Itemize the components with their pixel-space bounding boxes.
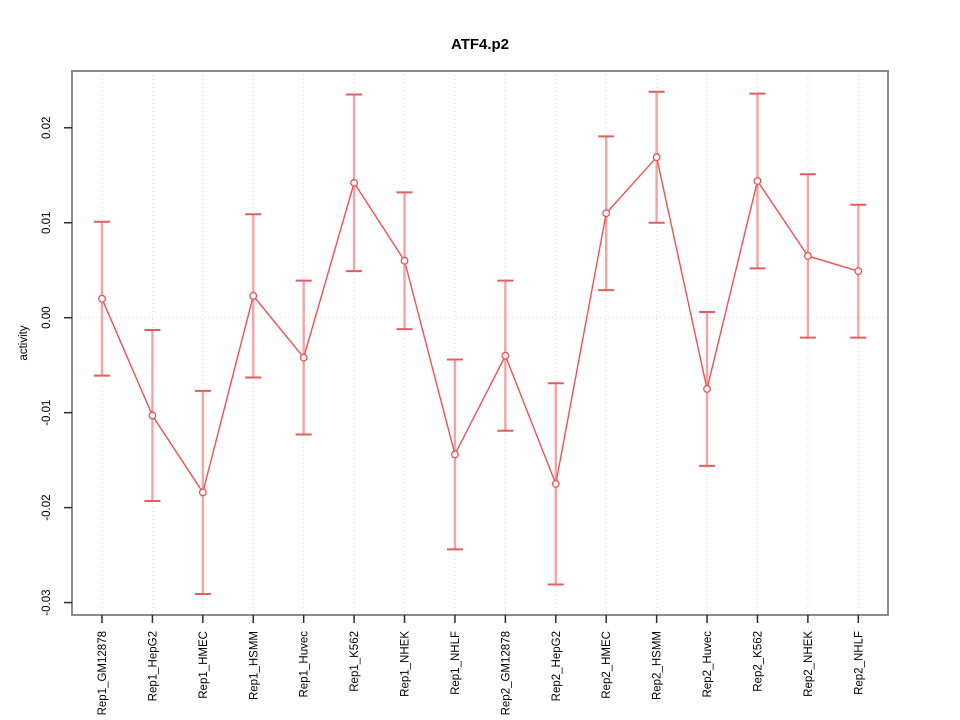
data-point <box>602 209 611 218</box>
x-tick-label: Rep2_GM12878 <box>500 631 512 715</box>
x-tick-label: Rep1_HMEC <box>198 631 210 699</box>
data-point <box>198 488 207 497</box>
data-point <box>703 384 711 393</box>
y-tick-label: 0.00 <box>41 307 53 329</box>
data-point <box>753 177 762 185</box>
data-point <box>148 411 157 420</box>
x-tick-label: Rep1_Huvec <box>299 631 311 698</box>
x-tick-label: Rep2_K562 <box>752 631 764 692</box>
x-tick-label: Rep1_K562 <box>349 631 361 692</box>
y-axis-label: activity <box>18 325 30 360</box>
y-tick-label: -0.01 <box>41 400 53 426</box>
data-point <box>551 479 560 488</box>
y-tick-label: -0.03 <box>41 589 53 615</box>
x-tick-label: Rep2_HSMM <box>652 631 664 700</box>
plot-box <box>71 70 889 616</box>
x-tick-label: Rep2_NHLF <box>853 631 865 695</box>
data-point <box>98 294 106 303</box>
chart-title: ATF4.p2 <box>450 36 510 53</box>
x-tick-label: Rep2_HMEC <box>601 631 613 699</box>
data-point <box>299 353 308 362</box>
x-tick-label: Rep2_Huvec <box>702 631 714 698</box>
x-tick-label: Rep1_NHEK <box>400 631 412 697</box>
data-point <box>249 291 258 300</box>
x-tick-label: Rep1_GM12878 <box>97 631 109 715</box>
x-tick-label: Rep1_NHLF <box>450 631 462 695</box>
y-tick-label: -0.02 <box>41 495 53 521</box>
data-point <box>803 252 812 260</box>
y-tick-label: 0.01 <box>41 212 53 234</box>
x-tick-label: Rep2_NHEK <box>803 631 815 697</box>
x-tick-label: Rep2_HepG2 <box>551 631 563 701</box>
data-point <box>450 450 459 459</box>
x-tick-label: Rep1_HSMM <box>248 631 260 700</box>
data-point <box>854 267 863 276</box>
y-tick-label: 0.02 <box>41 117 53 139</box>
series-line <box>101 155 859 495</box>
data-point <box>501 351 510 360</box>
data-point <box>652 153 661 162</box>
data-point <box>350 178 359 187</box>
x-tick-label: Rep1_HepG2 <box>147 631 159 701</box>
data-point <box>400 256 409 265</box>
